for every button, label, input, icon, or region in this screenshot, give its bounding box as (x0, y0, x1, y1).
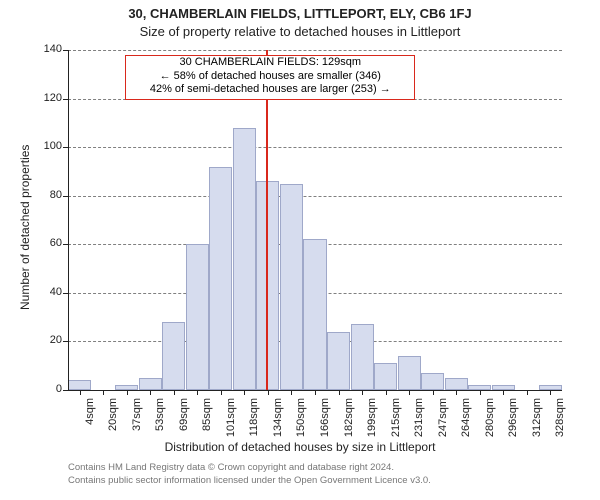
xtick-label: 247sqm (437, 398, 449, 448)
xtick-label: 4sqm (84, 398, 96, 448)
xtick-label: 182sqm (343, 398, 355, 448)
histogram-bar (303, 239, 326, 390)
histogram-bar (374, 363, 397, 390)
histogram-bar (280, 184, 303, 390)
xtick-label: 53sqm (154, 398, 166, 448)
histogram-bar (421, 373, 444, 390)
histogram-bar (186, 244, 209, 390)
footer-line-1: Contains HM Land Registry data © Crown c… (68, 462, 394, 473)
chart-container: 30, CHAMBERLAIN FIELDS, LITTLEPORT, ELY,… (0, 0, 600, 500)
chart-subtitle: Size of property relative to detached ho… (0, 24, 600, 39)
histogram-bar (162, 322, 185, 390)
ytick-label: 140 (32, 43, 62, 55)
annotation-line: 30 CHAMBERLAIN FIELDS: 129sqm (126, 56, 414, 70)
xtick-label: 118sqm (248, 398, 260, 448)
ytick-label: 0 (32, 383, 62, 395)
plot-area: 30 CHAMBERLAIN FIELDS: 129sqm← 58% of de… (68, 50, 562, 390)
histogram-bar (233, 128, 256, 390)
y-axis-label: Number of detached properties (18, 145, 32, 310)
annotation-box: 30 CHAMBERLAIN FIELDS: 129sqm← 58% of de… (125, 55, 415, 100)
annotation-line: ← 58% of detached houses are smaller (34… (126, 70, 414, 84)
xtick-label: 215sqm (390, 398, 402, 448)
gridline (68, 50, 562, 52)
ytick-label: 100 (32, 140, 62, 152)
ytick-label: 40 (32, 286, 62, 298)
ytick-label: 60 (32, 237, 62, 249)
x-axis-line (68, 390, 562, 391)
xtick-label: 37sqm (131, 398, 143, 448)
ytick-label: 80 (32, 189, 62, 201)
histogram-bar (327, 332, 350, 390)
gridline (68, 196, 562, 198)
xtick-label: 231sqm (413, 398, 425, 448)
xtick-label: 166sqm (319, 398, 331, 448)
histogram-bar (351, 324, 374, 390)
xtick-label: 134sqm (272, 398, 284, 448)
xtick-label: 20sqm (107, 398, 119, 448)
histogram-bar (139, 378, 162, 390)
xtick-label: 69sqm (178, 398, 190, 448)
xtick-label: 328sqm (554, 398, 566, 448)
histogram-bar (68, 380, 91, 390)
xtick-label: 312sqm (531, 398, 543, 448)
xtick-label: 264sqm (460, 398, 472, 448)
xtick-label: 296sqm (507, 398, 519, 448)
xtick-label: 101sqm (225, 398, 237, 448)
footer-line-2: Contains public sector information licen… (68, 475, 431, 486)
histogram-bar (445, 378, 468, 390)
xtick-label: 85sqm (201, 398, 213, 448)
ytick-label: 20 (32, 334, 62, 346)
property-marker-line (266, 50, 268, 390)
xtick-label: 150sqm (295, 398, 307, 448)
xtick-label: 280sqm (484, 398, 496, 448)
y-axis-line (68, 50, 69, 390)
annotation-line: 42% of semi-detached houses are larger (… (126, 83, 414, 97)
xtick-label: 199sqm (366, 398, 378, 448)
chart-title: 30, CHAMBERLAIN FIELDS, LITTLEPORT, ELY,… (0, 6, 600, 21)
histogram-bar (209, 167, 232, 390)
gridline (68, 147, 562, 149)
histogram-bar (398, 356, 421, 390)
histogram-bar (256, 181, 279, 390)
ytick-label: 120 (32, 92, 62, 104)
